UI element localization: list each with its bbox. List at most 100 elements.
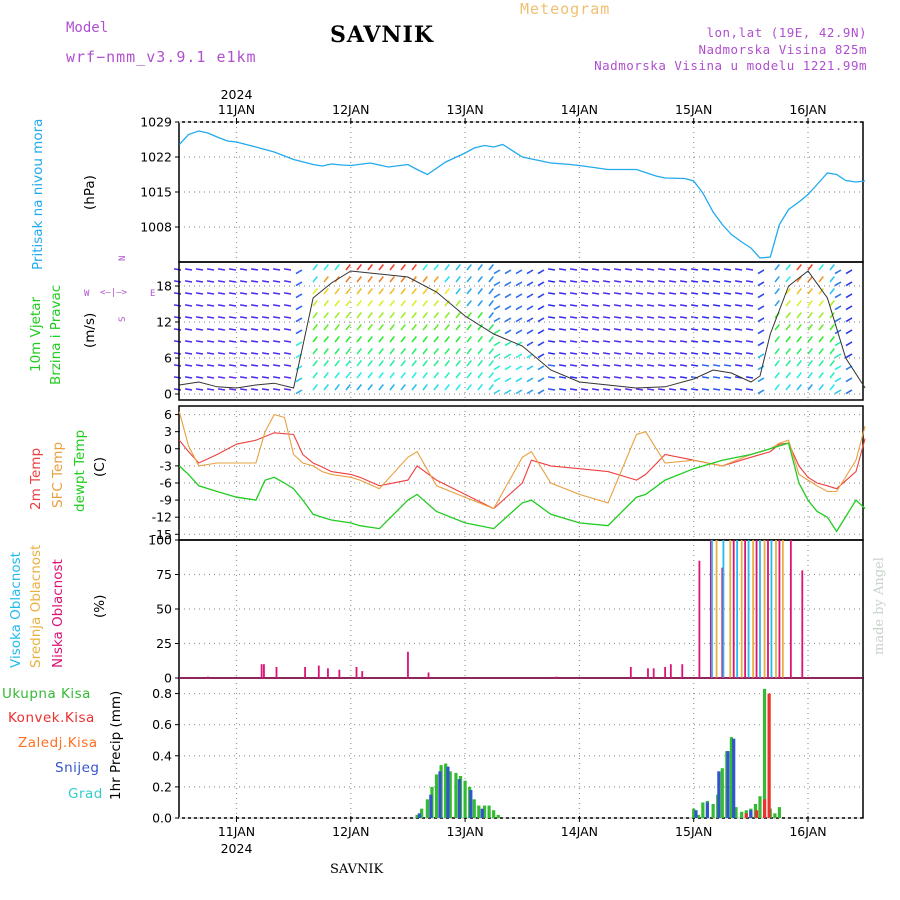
wind-barb-icon bbox=[515, 305, 523, 311]
wind-barb-icon bbox=[646, 280, 655, 283]
wind-barb-icon bbox=[558, 304, 567, 307]
wind-barb-icon bbox=[239, 340, 248, 343]
wind-barb-icon bbox=[818, 384, 824, 391]
x-tick-label-top: 12JAN bbox=[332, 102, 369, 117]
wind-barb-icon bbox=[668, 292, 677, 295]
wind-barb-icon bbox=[261, 388, 270, 391]
wind-barb-icon bbox=[455, 348, 461, 355]
wind-barb-icon bbox=[261, 292, 270, 295]
precip-bar bbox=[492, 810, 496, 818]
precip-bar bbox=[420, 808, 424, 818]
x-tick-label-top: 16JAN bbox=[789, 102, 826, 117]
wind-barb-icon bbox=[250, 364, 259, 367]
wind-barb-icon bbox=[444, 264, 450, 271]
precip-bar bbox=[773, 813, 777, 818]
wind-barb-icon bbox=[356, 336, 362, 343]
wind-barb-icon bbox=[272, 304, 281, 307]
wind-barb-icon bbox=[217, 376, 226, 379]
wind-barb-icon bbox=[807, 384, 813, 391]
wind-barb-icon bbox=[558, 340, 567, 343]
wind-barb-icon bbox=[807, 360, 813, 367]
wind-barb-icon bbox=[613, 328, 622, 331]
wind-barb-icon bbox=[712, 364, 721, 367]
wind-barb-icon bbox=[526, 377, 534, 383]
wind-barb-icon bbox=[657, 280, 666, 283]
wind-barb-icon bbox=[195, 340, 204, 343]
wind-barb-icon bbox=[515, 269, 523, 275]
wind-barb-icon bbox=[345, 324, 351, 331]
wind-barb-icon bbox=[433, 312, 439, 319]
wind-barb-icon bbox=[712, 268, 721, 271]
wind-barb-icon bbox=[345, 288, 351, 295]
wind-barb-icon bbox=[679, 280, 688, 283]
wind-barb-icon bbox=[646, 352, 655, 355]
wind-barb-icon bbox=[591, 328, 600, 331]
wind-barb-icon bbox=[295, 293, 303, 299]
wind-barb-icon bbox=[466, 336, 472, 343]
wind-barb-icon bbox=[411, 300, 417, 307]
wind-barb-icon bbox=[367, 312, 373, 319]
wind-barb-icon bbox=[239, 364, 248, 367]
precip-bar bbox=[744, 813, 748, 818]
precip-bar bbox=[434, 774, 439, 818]
wind-barb-icon bbox=[701, 364, 710, 367]
y-tick-label: 1029 bbox=[140, 115, 172, 130]
wind-barb-icon bbox=[411, 336, 417, 343]
precip-bar bbox=[717, 771, 721, 818]
wind-barb-icon bbox=[411, 312, 417, 319]
y-tick-label: 1022 bbox=[140, 150, 172, 165]
wind-barb-icon bbox=[367, 276, 373, 283]
precip-bar bbox=[429, 794, 433, 818]
wind-barb-icon bbox=[547, 304, 556, 307]
wind-barb-icon bbox=[690, 316, 699, 319]
wind-barb-icon bbox=[602, 340, 611, 343]
wind-barb-icon bbox=[389, 312, 395, 319]
wind-barb-icon bbox=[239, 292, 248, 295]
wind-barb-icon bbox=[580, 340, 589, 343]
precip-bar bbox=[740, 811, 744, 818]
wind-barb-icon bbox=[613, 268, 622, 271]
wind-barb-icon bbox=[701, 328, 710, 331]
wind-barb-icon bbox=[455, 300, 461, 307]
precip-bar bbox=[762, 688, 767, 818]
wind-barb-icon bbox=[569, 316, 578, 319]
wind-barb-icon bbox=[646, 292, 655, 295]
wind-barb-icon bbox=[745, 316, 754, 319]
wind-barb-icon bbox=[515, 329, 523, 335]
precip-label-3: Zaledj.Kisa bbox=[18, 735, 98, 751]
wind-barb-icon bbox=[504, 341, 512, 347]
precip-bar bbox=[417, 813, 421, 818]
precip-bar bbox=[758, 796, 762, 818]
wind-barb-icon bbox=[184, 376, 193, 379]
wind-barb-icon bbox=[785, 288, 791, 295]
wind-barb-icon bbox=[444, 336, 450, 343]
wind-barb-icon bbox=[668, 268, 677, 271]
lonlat-label: lon,lat (19E, 42.9N) bbox=[706, 25, 867, 40]
wind-barb-icon bbox=[829, 276, 835, 283]
wind-barb-icon bbox=[334, 384, 340, 391]
wind-barb-icon bbox=[646, 268, 655, 271]
wind-barb-icon bbox=[272, 352, 281, 355]
wind-barb-icon bbox=[774, 348, 780, 355]
wind-barb-icon bbox=[378, 348, 384, 355]
wind-compass-rose-icon: <–|–> bbox=[100, 288, 128, 298]
wind-barb-icon bbox=[433, 264, 439, 271]
wind-barb-icon bbox=[261, 328, 270, 331]
wind-barb-icon bbox=[283, 304, 292, 307]
wind-barb-icon bbox=[834, 269, 842, 275]
wind-barb-icon bbox=[323, 276, 329, 283]
wind-barb-icon bbox=[323, 264, 329, 271]
wind-barb-icon bbox=[367, 348, 373, 355]
wind-barb-icon bbox=[444, 276, 450, 283]
wind-barb-icon bbox=[796, 336, 802, 343]
year-label-top: 2024 bbox=[221, 87, 253, 102]
wind-barb-icon bbox=[312, 312, 318, 319]
wind-barb-icon bbox=[356, 312, 362, 319]
wind-barb-icon bbox=[493, 353, 501, 359]
wind-barb-icon bbox=[195, 280, 204, 283]
wind-barb-icon bbox=[422, 336, 428, 343]
wind-barb-icon bbox=[411, 276, 417, 283]
wind-barb-icon bbox=[757, 341, 765, 347]
wind-barb-icon bbox=[646, 328, 655, 331]
wind-barb-icon bbox=[818, 360, 824, 367]
